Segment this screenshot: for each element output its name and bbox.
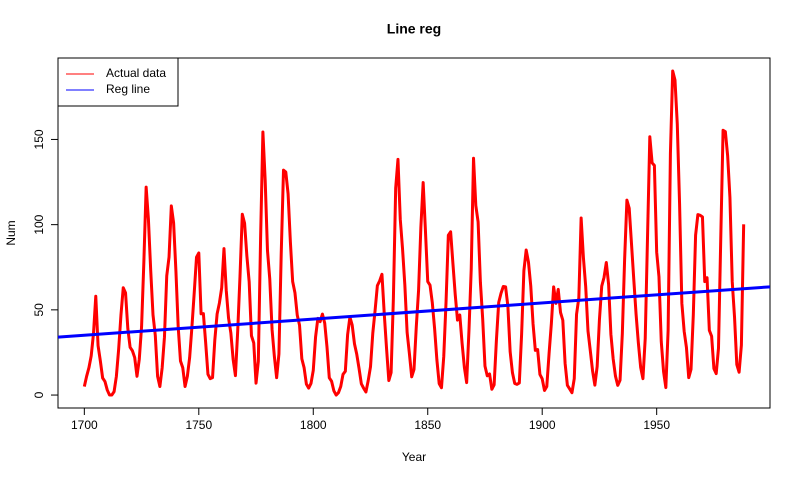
x-tick-label: 1750 bbox=[185, 418, 212, 432]
series-line bbox=[57, 285, 771, 339]
plot-frame bbox=[57, 57, 771, 409]
x-tick-label: 1800 bbox=[300, 418, 327, 432]
y-tick-label: 50 bbox=[32, 303, 46, 317]
x-tick-label: 1850 bbox=[414, 418, 441, 432]
series-line bbox=[82, 69, 746, 397]
y-tick-label: 0 bbox=[32, 391, 46, 398]
x-axis-label: Year bbox=[402, 450, 426, 464]
legend-label: Reg line bbox=[106, 82, 150, 96]
y-tick-label: 100 bbox=[32, 214, 46, 234]
chart-title: Line reg bbox=[387, 21, 441, 37]
x-tick-label: 1950 bbox=[643, 418, 670, 432]
y-tick-label: 150 bbox=[32, 129, 46, 149]
legend-label: Actual data bbox=[106, 66, 166, 80]
x-tick-label: 1900 bbox=[529, 418, 556, 432]
y-axis-label: Num bbox=[4, 220, 18, 245]
x-tick-label: 1700 bbox=[71, 418, 98, 432]
legend-box bbox=[57, 57, 179, 107]
